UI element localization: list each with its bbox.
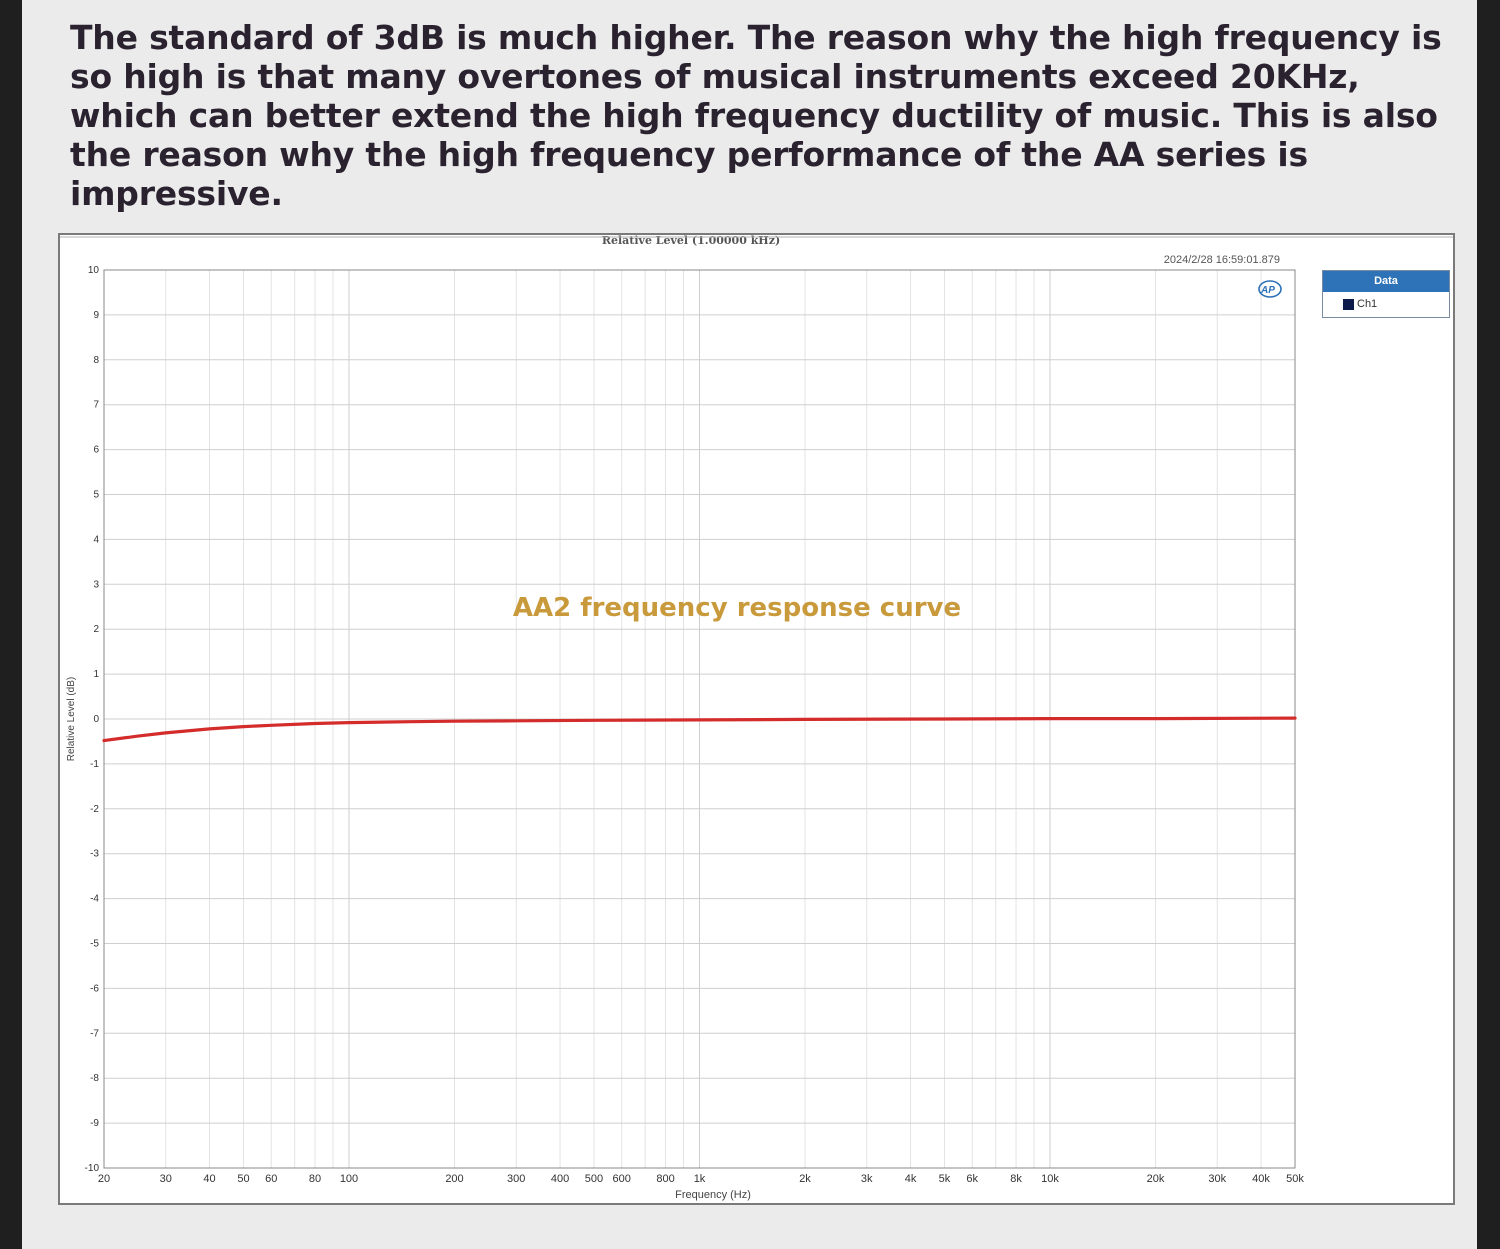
x-tick-label: 20k <box>1147 1173 1165 1185</box>
series-layer <box>102 716 1297 743</box>
ap-logo-icon: AP <box>1258 280 1282 298</box>
x-tick-label: 500 <box>585 1173 603 1185</box>
y-tick-label: 9 <box>93 310 99 321</box>
timestamp: 2024/2/28 16:59:01.879 <box>1164 254 1280 266</box>
y-tick-label: -3 <box>90 849 99 860</box>
x-tick-label: 20 <box>98 1173 110 1185</box>
y-tick-label: -10 <box>85 1163 100 1174</box>
x-tick-label: 100 <box>340 1173 358 1185</box>
x-tick-label: 10k <box>1041 1173 1059 1185</box>
y-tick-label: -9 <box>90 1118 99 1129</box>
x-tick-label: 40 <box>203 1173 215 1185</box>
x-tick-label: 60 <box>265 1173 277 1185</box>
x-tick-label: 800 <box>656 1173 674 1185</box>
y-tick-label: 7 <box>93 400 99 411</box>
y-tick-label: -5 <box>90 939 99 950</box>
x-tick-label: 30k <box>1208 1173 1226 1185</box>
y-tick-label: 6 <box>93 445 99 456</box>
chart-annotation: AA2 frequency response curve <box>513 593 961 623</box>
y-tick-label: 4 <box>93 534 99 545</box>
y-tick-label: -2 <box>90 804 99 815</box>
legend-label: Ch1 <box>1357 298 1378 310</box>
x-tick-label: 4k <box>905 1173 917 1185</box>
x-tick-labels: 20 30 40 50 60 80 100 200 300 400 500 600 800 1k 2k 3k 4… <box>98 1173 1304 1185</box>
x-tick-label: 5k <box>939 1173 951 1185</box>
chart-title: Relative Level (1.00000 kHz) <box>602 235 780 247</box>
chart-legend: Data Ch1 <box>1322 270 1450 318</box>
y-tick-label: 3 <box>93 579 99 590</box>
x-tick-label: 300 <box>507 1173 525 1185</box>
x-tick-label: 1k <box>694 1173 706 1185</box>
page-background: The standard of 3dB is much higher. The … <box>22 0 1477 1249</box>
series-line-ch1 <box>102 716 1297 743</box>
y-tick-label: 2 <box>93 624 99 635</box>
y-tick-label: -4 <box>90 894 99 905</box>
y-tick-label: 10 <box>88 265 100 276</box>
x-tick-label: 40k <box>1252 1173 1270 1185</box>
x-tick-label: 30 <box>160 1173 172 1185</box>
y-tick-label: -6 <box>90 983 99 994</box>
legend-item-ch1[interactable]: Ch1 <box>1323 292 1449 316</box>
y-tick-label: 5 <box>93 490 99 501</box>
legend-swatch <box>1343 298 1354 310</box>
x-tick-label: 6k <box>966 1173 978 1185</box>
y-tick-label: -1 <box>90 759 99 770</box>
x-tick-label: 600 <box>613 1173 631 1185</box>
x-tick-label: 50 <box>237 1173 249 1185</box>
x-tick-label: 50k <box>1286 1173 1304 1185</box>
y-tick-label: 1 <box>93 669 99 680</box>
svg-text:AP: AP <box>1260 285 1275 296</box>
legend-title: Data <box>1323 271 1449 292</box>
x-axis-label: Frequency (Hz) <box>675 1189 751 1201</box>
x-tick-label: 3k <box>861 1173 873 1185</box>
x-tick-label: 400 <box>551 1173 569 1185</box>
y-axis-label: Relative Level (dB) <box>66 677 77 761</box>
x-tick-label: 80 <box>309 1173 321 1185</box>
chart-frame: 10 9 8 7 6 5 4 3 2 1 0 -1 -2 -3 -4 -5 -6 -7 -8 -9 -10 20 30 40… <box>58 233 1455 1205</box>
x-tick-label: 8k <box>1010 1173 1022 1185</box>
y-tick-label: 8 <box>93 355 99 366</box>
y-tick-label: 0 <box>93 714 99 725</box>
x-tick-label: 200 <box>445 1173 463 1185</box>
x-tick-label: 2k <box>799 1173 811 1185</box>
y-tick-label: -8 <box>90 1073 99 1084</box>
y-tick-label: -7 <box>90 1028 99 1039</box>
description-text: The standard of 3dB is much higher. The … <box>70 18 1442 213</box>
